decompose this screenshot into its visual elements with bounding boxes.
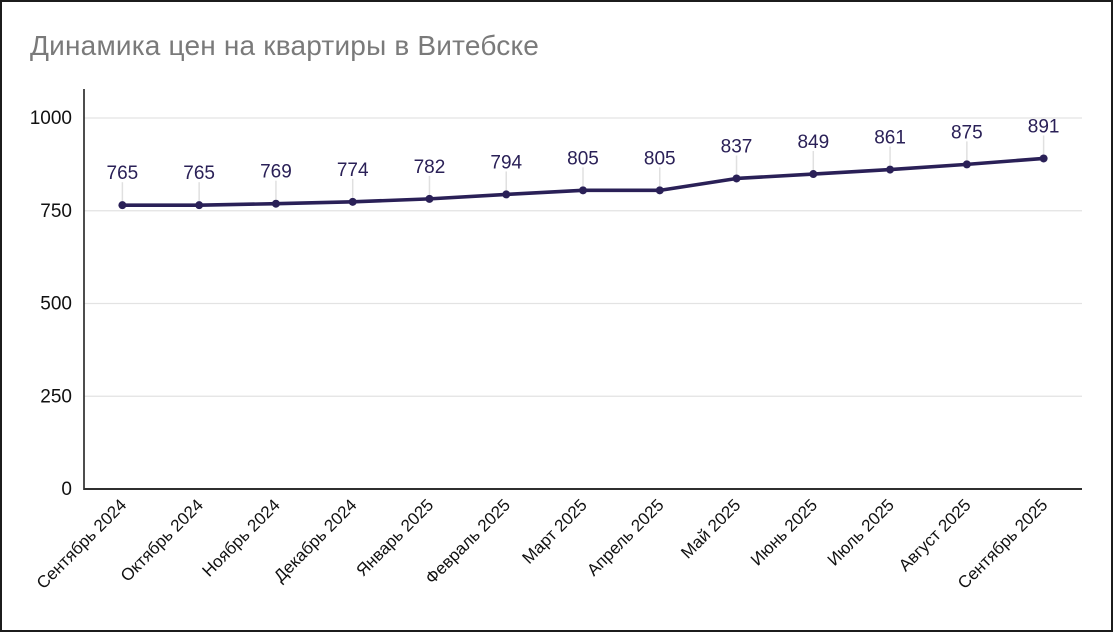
data-point-label: 769 [260, 162, 292, 183]
data-point[interactable] [886, 165, 895, 174]
data-point-label: 765 [183, 163, 215, 184]
x-axis-label: Декабрь 2024 [270, 495, 360, 585]
data-point[interactable] [425, 194, 434, 203]
x-axis-label: Ноябрь 2024 [199, 495, 284, 580]
data-point-label: 805 [644, 148, 676, 169]
data-point[interactable] [962, 160, 971, 169]
chart-title: Динамика цен на квартиры в Витебске [30, 30, 539, 61]
x-axis-label: Июль 2025 [824, 495, 898, 569]
x-axis-label: Август 2025 [895, 495, 975, 575]
data-point-label: 891 [1028, 116, 1060, 137]
data-point[interactable] [195, 201, 204, 210]
x-axis-label: Март 2025 [519, 495, 591, 567]
data-point-label: 805 [567, 148, 599, 169]
data-point-label: 837 [721, 136, 753, 157]
y-axis-tick-label: 250 [40, 386, 72, 407]
data-point-label: 875 [951, 122, 983, 143]
y-axis-tick-label: 1000 [30, 108, 72, 129]
x-axis-label: Сентябрь 2024 [33, 495, 130, 592]
x-axis-label: Январь 2025 [353, 495, 438, 580]
data-point-label: 765 [107, 163, 139, 184]
data-point[interactable] [271, 199, 280, 208]
data-point-label: 849 [797, 132, 829, 153]
y-axis-tick-label: 750 [40, 201, 72, 222]
x-axis-label: Октябрь 2024 [117, 495, 207, 585]
data-point-label: 782 [414, 157, 446, 178]
x-axis-label: Апрель 2025 [583, 495, 667, 579]
data-point-label: 774 [337, 160, 369, 181]
data-point[interactable] [579, 186, 587, 195]
data-point-label: 794 [490, 152, 522, 173]
x-axis-label: Июнь 2025 [747, 495, 821, 569]
x-axis-label: Май 2025 [677, 495, 744, 562]
data-point[interactable] [502, 190, 511, 199]
data-point[interactable] [809, 170, 818, 179]
data-point[interactable] [655, 186, 664, 195]
y-axis-tick-label: 500 [40, 294, 72, 315]
data-point[interactable] [1039, 154, 1048, 163]
y-axis-tick-label: 0 [61, 479, 72, 500]
data-point-label: 861 [874, 128, 906, 149]
data-point[interactable] [732, 174, 741, 183]
data-point[interactable] [348, 197, 357, 206]
data-point[interactable] [118, 201, 127, 210]
